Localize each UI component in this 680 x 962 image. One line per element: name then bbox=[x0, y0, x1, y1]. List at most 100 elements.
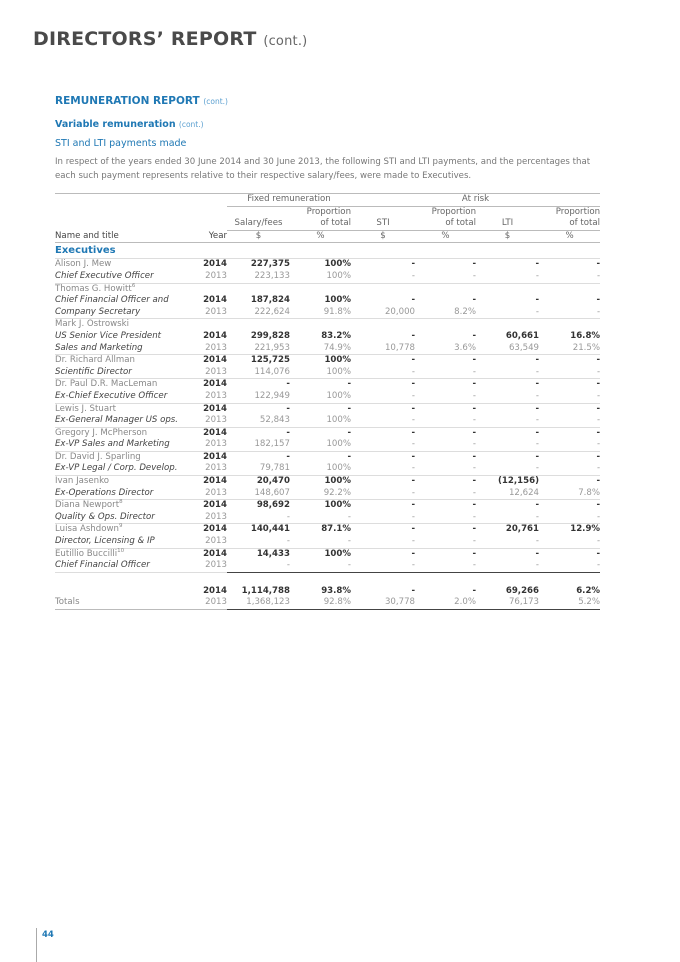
value-cell: 3.6% bbox=[454, 342, 477, 353]
value-cell: 1,114,788 bbox=[241, 585, 290, 596]
column-header-top bbox=[227, 206, 290, 218]
executive-row-cont: Ex-General Manager US ops. 2013 52,843 100%… bbox=[55, 415, 600, 427]
group-header-row: Fixed remuneration At risk bbox=[55, 193, 601, 207]
name-text: Alison J. Mew bbox=[55, 259, 112, 270]
year-cell: 2014 bbox=[190, 402, 227, 416]
name-text: Gregory J. McPherson bbox=[55, 427, 148, 438]
value-cell: 223,133 bbox=[254, 270, 290, 281]
year-cell: 2013 bbox=[205, 270, 227, 281]
value-cell: - bbox=[596, 366, 601, 377]
executive-title: Chief Financial Officer and bbox=[55, 295, 169, 306]
value-cell: - bbox=[351, 523, 416, 537]
value-cell: 122,949 bbox=[254, 390, 290, 401]
value-cell: 222,624 bbox=[254, 306, 290, 317]
executive-name: Lewis J. Stuart bbox=[55, 402, 190, 416]
value-cell: - bbox=[472, 295, 477, 306]
value-cell: - bbox=[472, 390, 477, 401]
value-cell: - bbox=[227, 426, 290, 440]
value-cell: - bbox=[411, 270, 416, 281]
name-text: Dr. David J. Sparling bbox=[55, 451, 141, 462]
executive-row-cont: Ex-VP Legal / Corp. Develop. 2013 79,781 10… bbox=[55, 463, 600, 475]
value-cell: - bbox=[596, 560, 601, 571]
subsection-title-text: Variable remuneration bbox=[55, 119, 176, 130]
value-cell: - bbox=[290, 426, 352, 440]
executive-title: Scientific Director bbox=[55, 366, 132, 377]
spacer bbox=[227, 571, 290, 586]
value-cell: - bbox=[227, 402, 290, 416]
executive-row-cont: Ex-VP Sales and Marketing 2013 182,157 100%… bbox=[55, 439, 600, 451]
value-cell: 52,843 bbox=[259, 415, 290, 426]
year-cell: 2014 bbox=[190, 354, 227, 367]
value-cell: 79,781 bbox=[259, 463, 290, 474]
value-cell: 100% bbox=[326, 270, 352, 281]
executive-row: Thomas G. Howitt6 bbox=[55, 282, 601, 296]
executive-name: Dr. Richard Allman bbox=[55, 354, 190, 367]
value-cell: 8.2% bbox=[454, 306, 477, 317]
year-cell: 2014 bbox=[190, 499, 227, 512]
value-cell: - bbox=[596, 295, 601, 306]
value-cell: - bbox=[286, 560, 290, 571]
empty-cell bbox=[227, 282, 290, 296]
executive-row-cont: Sales and Marketing 2013 221,953 74.9% 10,77… bbox=[55, 343, 600, 355]
spacer bbox=[55, 218, 190, 230]
value-cell: 20,761 bbox=[476, 523, 540, 537]
year-cell: 2013 bbox=[205, 390, 227, 401]
value-cell: - bbox=[351, 354, 416, 367]
unit-header: % bbox=[415, 230, 477, 244]
year-cell: 2013 bbox=[205, 439, 227, 450]
value-cell: - bbox=[476, 354, 540, 367]
value-cell: 100% bbox=[290, 499, 352, 512]
value-cell: 74.9% bbox=[323, 342, 352, 353]
value-cell: - bbox=[472, 511, 477, 522]
value-cell: - bbox=[411, 330, 416, 341]
empty-cell bbox=[476, 318, 540, 331]
executive-title: Chief Financial Officer bbox=[55, 560, 150, 571]
empty-cell bbox=[55, 586, 190, 598]
value-cell: - bbox=[539, 426, 601, 440]
value-cell: 98,692 bbox=[227, 499, 290, 512]
value-cell: - bbox=[539, 547, 601, 561]
column-header: of total bbox=[539, 218, 601, 231]
executive-title: US Senior Vice President bbox=[55, 330, 162, 341]
value-cell: 16.8% bbox=[570, 330, 601, 341]
value-cell: - bbox=[539, 402, 601, 416]
executive-name: Alison J. Mew bbox=[55, 258, 190, 271]
value-cell: - bbox=[472, 415, 477, 426]
empty-cell bbox=[190, 282, 227, 296]
value-cell: - bbox=[535, 415, 540, 426]
value-cell: 125,725 bbox=[227, 354, 290, 367]
value-cell: 87.1% bbox=[290, 523, 352, 537]
value-cell: - bbox=[596, 439, 601, 450]
value-cell: - bbox=[476, 450, 540, 464]
year-cell: 2014 bbox=[203, 295, 227, 306]
spacer bbox=[351, 571, 416, 586]
year-cell: 2014 bbox=[203, 585, 227, 596]
name-header: Name and title bbox=[55, 230, 190, 244]
totals-spacer bbox=[55, 571, 601, 586]
year-cell: 2014 bbox=[203, 330, 227, 341]
footnote-ref: 6 bbox=[131, 282, 136, 289]
value-cell: - bbox=[472, 270, 477, 281]
value-cell: - bbox=[351, 378, 416, 391]
executive-name: Gregory J. McPherson bbox=[55, 426, 190, 440]
page-title: DIRECTORS’ REPORT (cont.) bbox=[33, 28, 307, 50]
value-cell: - bbox=[535, 306, 540, 317]
unit-header-row: Name and title Year $% $% $% bbox=[55, 230, 601, 244]
executive-row-cont: Director, Licensing & IP 2013 - - - - - - bbox=[55, 536, 600, 548]
value-cell: 92.8% bbox=[290, 597, 352, 611]
column-header: of total bbox=[415, 218, 477, 231]
executive-row-cont: Scientific Director 2013 114,076 100% - - - - bbox=[55, 367, 600, 379]
value-cell: - bbox=[290, 450, 352, 464]
value-cell: 76,173 bbox=[476, 597, 540, 611]
column-header-bottom-row: Salary/fees of total STI of total LTI of tota… bbox=[55, 218, 601, 231]
executives-label: Executives bbox=[55, 245, 116, 257]
year-cell: 2013 bbox=[205, 463, 227, 474]
value-cell: 140,441 bbox=[227, 523, 290, 537]
spacer bbox=[476, 571, 540, 586]
executive-title: Ex-General Manager US ops. bbox=[55, 415, 179, 426]
value-cell: - bbox=[535, 295, 540, 306]
value-cell: 2.0% bbox=[415, 597, 477, 611]
value-cell: 91.8% bbox=[323, 306, 352, 317]
year-cell: 2013 bbox=[205, 342, 227, 353]
executive-title: Ex-Chief Executive Officer bbox=[55, 390, 168, 401]
